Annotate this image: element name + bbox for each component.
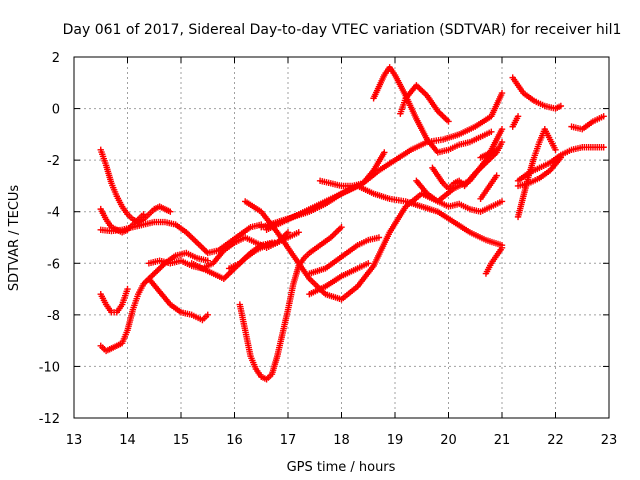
data-point	[124, 285, 131, 293]
x-tick-label: 21	[494, 433, 511, 448]
data-point	[198, 243, 205, 251]
data-point	[498, 89, 506, 97]
data-point	[493, 146, 500, 154]
data-point	[443, 116, 451, 124]
data-points	[97, 64, 607, 383]
x-tick-labels: 13 14 15 16 17 18 19 20 21 22 23	[66, 433, 618, 448]
data-point	[498, 198, 506, 205]
data-point	[186, 232, 193, 239]
data-point	[338, 223, 345, 231]
x-tick-label: 19	[387, 433, 404, 448]
data-point	[152, 268, 159, 276]
data-point	[514, 113, 522, 120]
y-tick-label: -12	[39, 412, 60, 427]
data-point	[140, 211, 147, 218]
data-point	[442, 115, 449, 122]
x-tick-label: 15	[173, 433, 190, 448]
data-point	[416, 85, 423, 92]
data-point	[193, 239, 201, 246]
data-point	[155, 265, 163, 273]
data-point	[335, 226, 342, 234]
y-axis-label: SDTVAR / TECUs	[7, 185, 22, 292]
x-tick-label: 20	[440, 433, 457, 448]
data-point	[332, 229, 339, 237]
data-point	[498, 138, 506, 146]
data-point	[274, 239, 281, 246]
data-point	[557, 154, 565, 161]
data-point	[552, 146, 559, 154]
x-axis-label: GPS time / hours	[287, 460, 396, 475]
y-tick-labels: 2 0 -2 -4 -6 -8 -10 -12	[39, 51, 60, 427]
data-point	[199, 245, 207, 252]
x-tick-label: 16	[226, 433, 243, 448]
data-point	[196, 242, 204, 249]
data-point	[419, 88, 426, 95]
data-point	[439, 112, 446, 119]
y-tick-label: -10	[39, 360, 60, 375]
data-point	[600, 113, 607, 120]
x-tick-label: 22	[547, 433, 564, 448]
data-point	[437, 110, 445, 118]
data-point	[493, 172, 500, 179]
chart-title: Day 061 of 2017, Sidereal Day-to-day VTE…	[63, 22, 622, 38]
x-tick-label: 14	[119, 433, 136, 448]
data-point	[154, 267, 161, 274]
x-tick-label: 23	[601, 433, 618, 448]
y-tick-label: 0	[52, 103, 60, 118]
data-point	[488, 128, 495, 135]
data-point	[498, 126, 506, 133]
data-point	[204, 257, 211, 264]
data-point	[557, 102, 565, 110]
y-tick-label: -4	[47, 206, 60, 221]
data-point	[295, 229, 302, 236]
data-point	[151, 270, 158, 277]
x-tick-label: 17	[280, 433, 297, 448]
data-point	[498, 244, 506, 252]
plot-frame	[73, 56, 610, 419]
data-point	[187, 233, 195, 240]
data-point	[195, 240, 202, 248]
data-point	[333, 228, 341, 235]
data-point	[157, 264, 164, 271]
data-point	[204, 311, 211, 319]
data-point	[420, 89, 428, 96]
data-point	[189, 235, 196, 242]
y-tick-label: 2	[52, 51, 60, 66]
data-point	[190, 236, 198, 243]
grid-lines	[74, 57, 609, 418]
data-point	[226, 269, 234, 277]
data-point	[440, 113, 448, 121]
data-point	[375, 234, 383, 241]
data-point	[445, 118, 452, 125]
data-point	[167, 208, 174, 215]
data-point	[330, 231, 338, 238]
data-point	[336, 225, 344, 232]
data-point	[417, 86, 425, 93]
data-point	[225, 271, 232, 278]
data-point	[381, 149, 388, 156]
x-tick-label: 13	[66, 433, 83, 448]
data-point	[365, 260, 372, 267]
data-point	[192, 237, 199, 245]
y-tick-label: -2	[47, 154, 60, 169]
data-point	[600, 144, 607, 151]
data-point	[222, 274, 229, 281]
data-point	[203, 248, 210, 255]
x-tick-label: 18	[333, 433, 350, 448]
y-tick-label: -8	[47, 309, 60, 324]
y-tick-label: -6	[47, 257, 60, 272]
